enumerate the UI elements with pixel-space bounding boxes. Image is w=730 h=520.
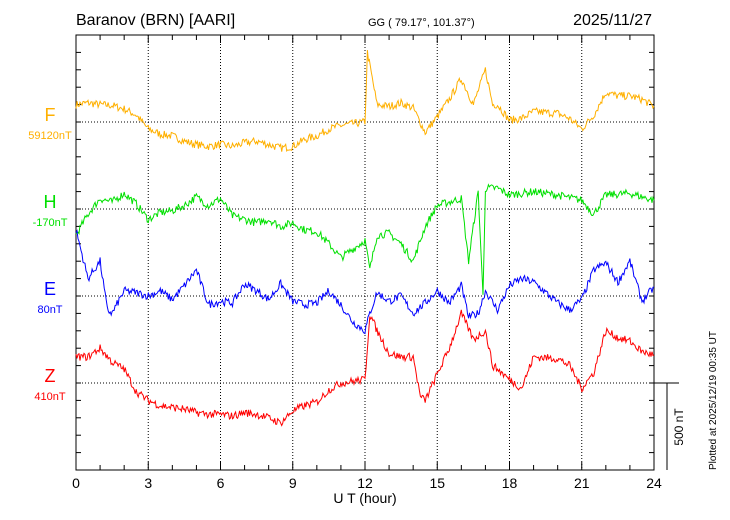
series-name-f: F bbox=[45, 105, 56, 125]
series-line-e bbox=[75, 229, 654, 335]
plotted-timestamp: Plotted at 2025/12/19 00:35 UT bbox=[708, 331, 719, 470]
x-tick-label: 18 bbox=[502, 475, 518, 491]
series-baseline-f: 59120nT bbox=[28, 130, 72, 142]
x-tick-label: 12 bbox=[357, 475, 373, 491]
series-line-z bbox=[75, 309, 655, 427]
x-tick-label: 21 bbox=[574, 475, 590, 491]
scale-bar-label: 500 nT bbox=[672, 408, 686, 446]
x-tick-label: 6 bbox=[217, 475, 225, 491]
station-title: Baranov (BRN) [AARI] bbox=[76, 12, 235, 29]
x-tick-label: 24 bbox=[646, 475, 662, 491]
x-tick-label: 3 bbox=[144, 475, 152, 491]
series-baseline-h: -170nT bbox=[33, 217, 68, 229]
x-tick-label: 9 bbox=[289, 475, 297, 491]
series-line-h bbox=[75, 183, 655, 295]
x-tick-label: 15 bbox=[429, 475, 445, 491]
series-baseline-z: 410nT bbox=[34, 391, 65, 403]
series-name-h: H bbox=[44, 192, 57, 212]
series-name-e: E bbox=[44, 279, 56, 299]
x-axis-label: U T (hour) bbox=[333, 490, 396, 506]
series-name-z: Z bbox=[45, 366, 56, 386]
x-tick-label: 0 bbox=[72, 475, 80, 491]
series-baseline-e: 80nT bbox=[37, 304, 62, 316]
date-label: 2025/11/27 bbox=[573, 12, 652, 29]
series-line-f bbox=[75, 50, 655, 152]
coords-label: GG ( 79.17°, 101.37°) bbox=[368, 17, 475, 29]
